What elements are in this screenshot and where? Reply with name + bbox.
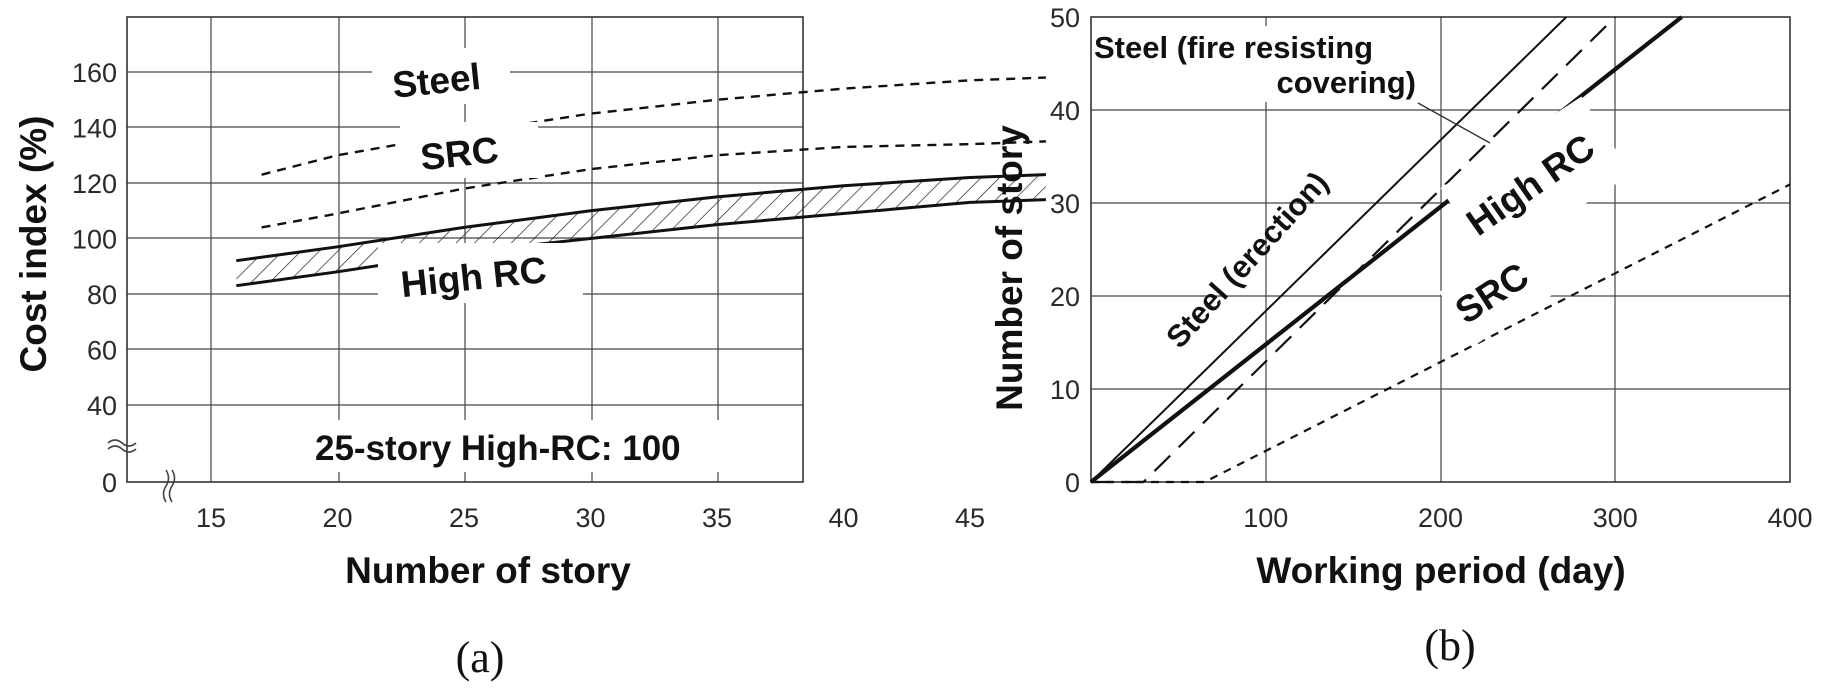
y-tick-a-40: 40 [87,391,117,421]
chart-a-series [236,76,1046,288]
chart-a-frame [126,16,804,483]
series-src [1091,183,1791,484]
annotation-bg [305,420,760,472]
y-tick-b-30: 30 [1050,189,1080,219]
series-label-steel: Steel [390,56,482,106]
chart-b-ticks: 100 200 300 400 0 10 20 30 40 50 [1050,3,1813,533]
panel-label-b: (b) [1424,621,1475,670]
y-tick-a-140: 140 [72,114,117,144]
chart-b-frame [1090,16,1791,483]
y-axis-break-icon [107,439,137,453]
series-high-rc [1089,15,1683,484]
series-steel [261,76,1046,176]
label-bg-src [400,122,538,178]
x-tick-a-30: 30 [575,503,605,533]
x-tick-a-35: 35 [702,503,732,533]
chart-a-ticks: 15 20 25 30 35 40 45 0 40 60 80 100 120 140 160 [72,58,985,533]
label-bg-high-rc [378,243,583,303]
y-tick-a-0: 0 [102,468,117,498]
x-tick-a-20: 20 [322,503,352,533]
x-tick-a-45: 45 [955,503,985,533]
x-axis-title-a: Number of story [345,550,631,591]
x-tick-b-200: 200 [1418,503,1463,533]
series-high-rc-band [236,174,1046,286]
x-axis-title-b: Working period (day) [1256,550,1625,591]
x-tick-a-15: 15 [196,503,226,533]
series-high-rc-lower [236,198,1046,288]
chart-b: 100 200 300 400 0 10 20 30 40 50 Steel (fire resi… [989,3,1813,670]
y-tick-a-100: 100 [72,225,117,255]
chart-b-series [1089,15,1791,484]
annotation-baseline: 25-story High-RC: 100 [315,429,681,468]
x-axis-break-icon [162,469,176,503]
y-tick-b-50: 50 [1050,3,1080,33]
x-tick-b-100: 100 [1243,503,1288,533]
y-tick-a-120: 120 [72,169,117,199]
label-bg-src-b [1439,234,1563,346]
x-tick-b-400: 400 [1767,503,1812,533]
series-label-steel-fire-line2: covering) [1276,65,1416,100]
label-bg-steel [372,48,510,104]
series-high-rc-upper [236,173,1046,263]
label-bg-fire [1094,26,1422,102]
y-tick-a-160: 160 [72,58,117,88]
label-bg-high-rc-b [1440,96,1632,266]
y-tick-b-10: 10 [1050,375,1080,405]
series-steel-erection [1090,16,1568,483]
series-label-src: SRC [418,129,500,178]
series-label-steel-fire: Steel (fire resisting [1094,30,1373,65]
y-tick-a-80: 80 [87,280,117,310]
x-tick-a-25: 25 [449,503,479,533]
x-tick-b-300: 300 [1593,503,1638,533]
leader-line-fire-covering [1417,102,1491,144]
y-tick-b-40: 40 [1050,96,1080,126]
y-axis-title-b: Number of story [989,125,1030,411]
y-tick-b-0: 0 [1065,468,1080,498]
panel-label-a: (a) [456,633,505,682]
y-axis-title-a: Cost index (%) [13,116,54,373]
x-tick-a-40: 40 [828,503,858,533]
series-label-steel-erection: Steel (erection) [1159,165,1335,355]
series-src [261,140,1046,229]
y-tick-b-20: 20 [1050,282,1080,312]
y-tick-a-60: 60 [87,336,117,366]
